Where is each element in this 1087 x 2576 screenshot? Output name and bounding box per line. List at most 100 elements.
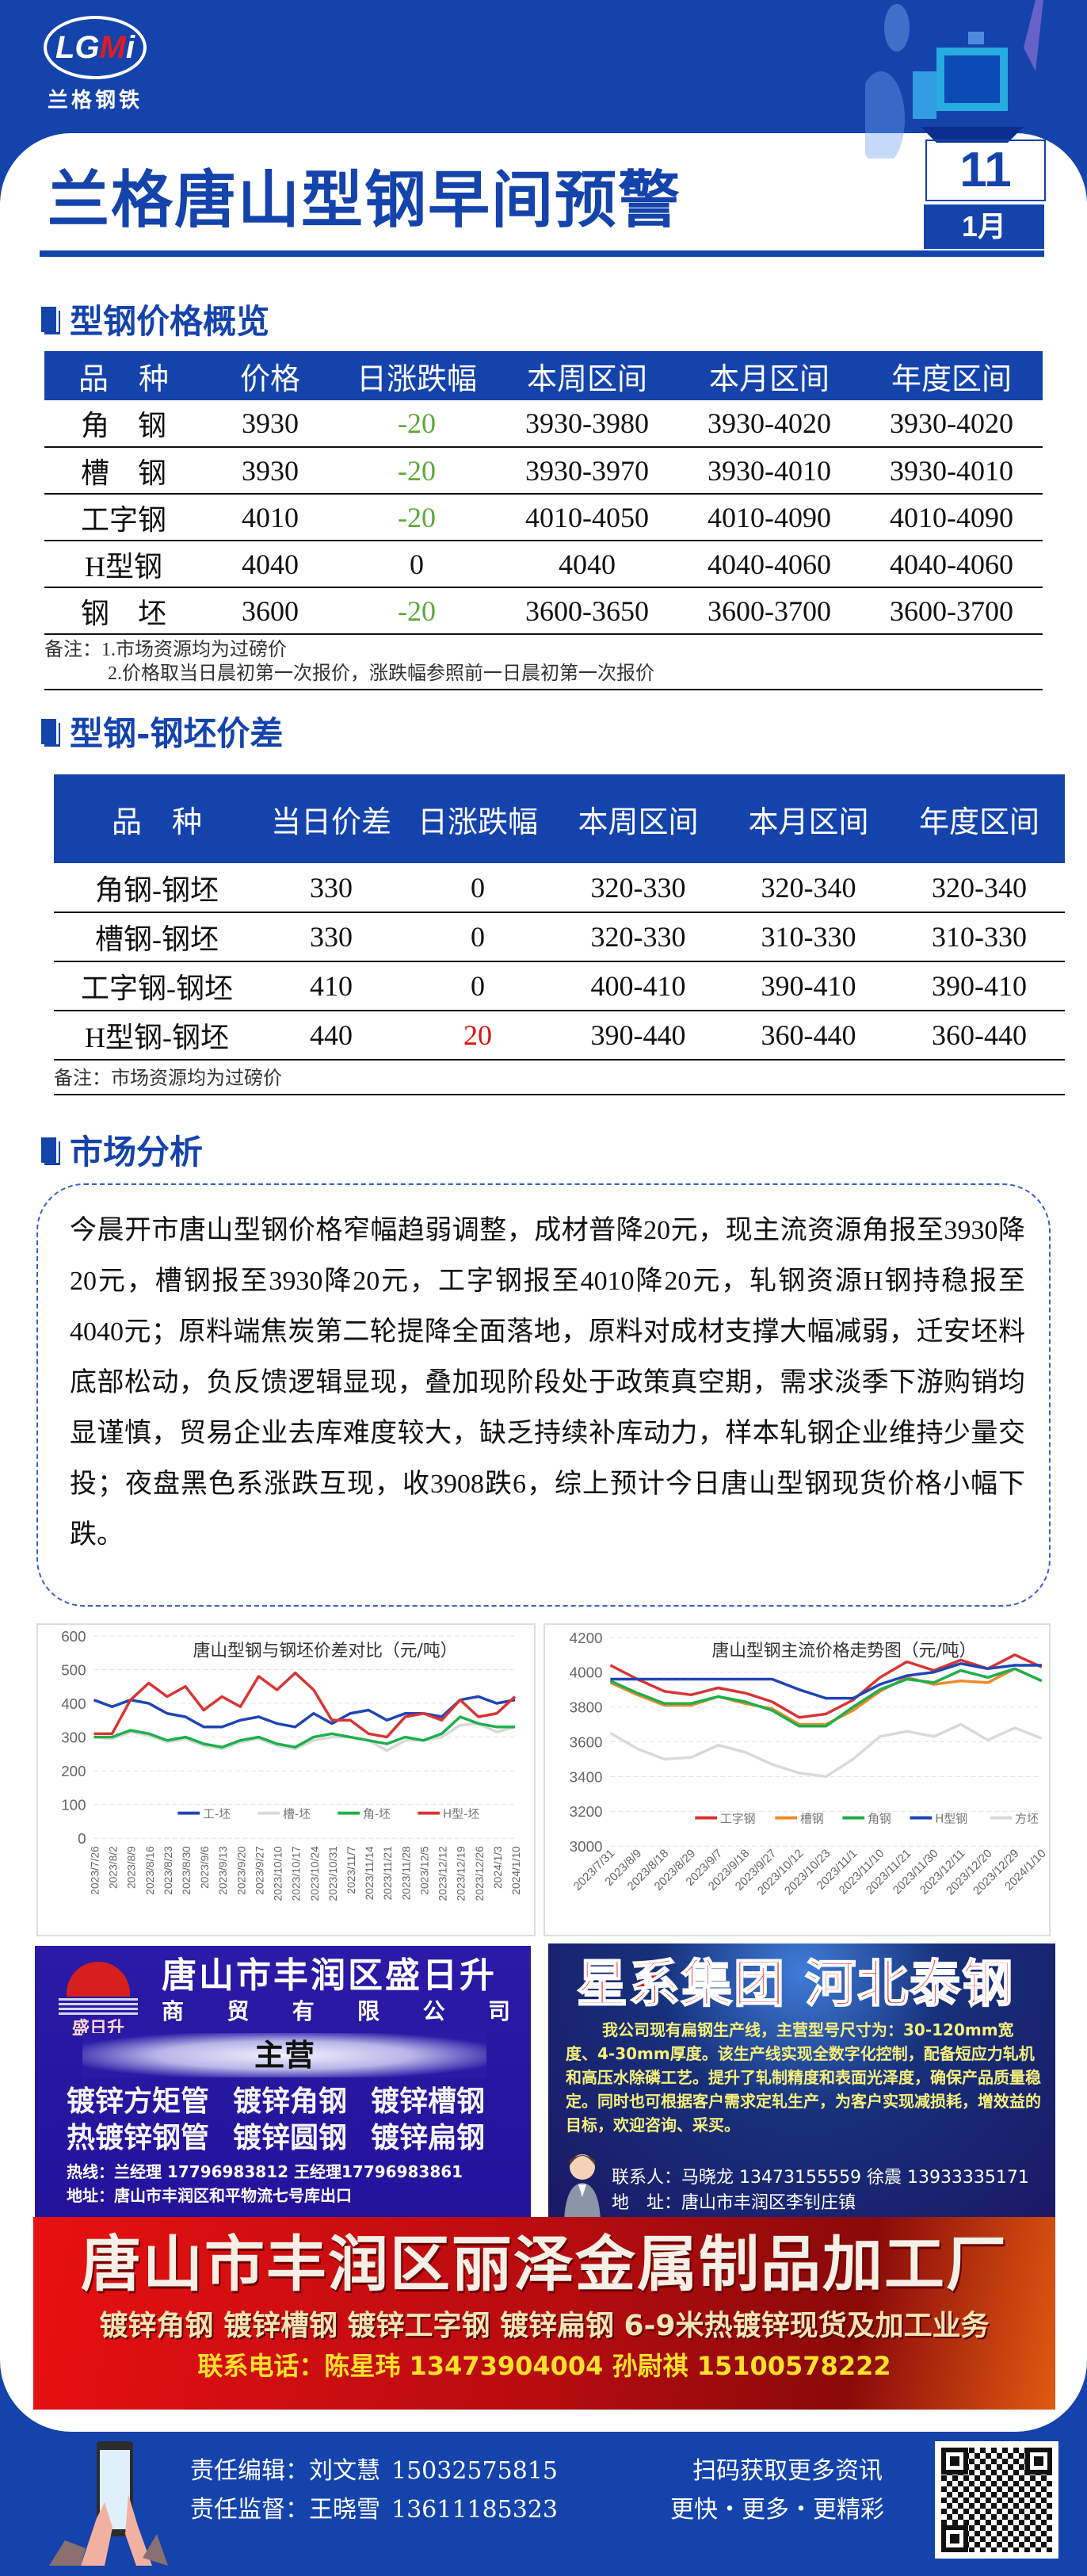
cell-name: 工字钢-钢坯 — [54, 961, 260, 1011]
cell-price: 3930 — [203, 447, 338, 495]
cell-spread: 330 — [260, 863, 402, 913]
cell-price: 3930 — [203, 400, 338, 448]
ad-xingxi-taigang[interactable]: 星系集团 河北泰钢 我公司现有扁钢生产线，主营型号尺寸为：30-120mm宽度、… — [548, 1943, 1055, 2221]
table-row: 工字钢 4010 -20 4010-4050 4010-4090 4010-4090 — [44, 494, 1043, 541]
series-line-2 — [93, 1715, 516, 1749]
product: 镀锌槽钢 — [371, 2085, 486, 2118]
product-row: 镀锌方矩管 镀锌角钢 镀锌槽钢 — [67, 2085, 485, 2119]
x-tick-label: 2024/1/10 — [509, 1846, 522, 1895]
cell-month: 390-410 — [723, 961, 894, 1011]
sub-char: 有 — [292, 1998, 315, 2024]
ad-address: 地 址：唐山市丰润区李钊庄镇 — [612, 2193, 856, 2213]
x-tick-label: 2023/12/19 — [455, 1846, 467, 1901]
product: 镀锌扁钢 — [371, 2122, 486, 2154]
logo-cn-text: 兰格钢铁 — [47, 89, 143, 113]
legend-label: 角钢 — [868, 1812, 891, 1825]
ad-company-sub: 商贸有限公司 — [162, 1998, 510, 2025]
section-heading-analysis: 市场分析 — [41, 1126, 203, 1174]
column-header: 年度区间 — [860, 351, 1043, 400]
ad-lize-metal[interactable]: 唐山市丰润区丽泽金属制品加工厂 镀锌角钢 镀锌槽钢 镀锌工字钢 镀锌扁钢 6-9… — [33, 2217, 1055, 2410]
note-line: 2.价格取当日晨初第一次报价，涨跌幅参照前一日晨初第一次报价 — [108, 663, 654, 684]
series-line-0 — [609, 1653, 1043, 1719]
table-row: H型钢-钢坯 440 20 390-440 360-440 360-440 — [54, 1011, 1065, 1061]
sun-icon — [67, 1962, 130, 1997]
slogan: 更快・更多・更精彩 — [670, 2496, 884, 2524]
sub-char: 限 — [357, 1998, 380, 2024]
y-tick-label: 300 — [61, 1729, 86, 1745]
spread-comparison-chart: 0 100 200 300 400 500 600 唐山型钢与钢坯价差对比（元/吨） 2023/… — [36, 1623, 536, 1936]
cell-name: H型钢-钢坯 — [54, 1011, 260, 1061]
series-line-4 — [609, 1722, 1043, 1779]
product: 热镀锌钢管 — [67, 2122, 210, 2154]
x-tick-label: 2023/8/2 — [107, 1846, 120, 1889]
date-day: 11 — [925, 140, 1046, 201]
shengrisheng-logo: 盛日升 — [59, 1957, 138, 2044]
chart-title: 唐山型钢与钢坯价差对比（元/吨） — [193, 1642, 458, 1661]
cell-week: 400-410 — [553, 961, 723, 1011]
cell-week: 4010-4050 — [496, 494, 678, 541]
y-tick-label: 200 — [61, 1763, 86, 1779]
cell-name: 槽 钢 — [44, 447, 203, 495]
customer-service-icon — [564, 2154, 601, 2221]
date-month: 1月 — [924, 204, 1044, 249]
series-line-2 — [609, 1667, 1043, 1728]
cell-year: 4040-4060 — [860, 541, 1043, 588]
x-tick-label: 2023/11/21 — [381, 1846, 394, 1901]
qr-finder — [941, 2525, 968, 2552]
cell-spread: 330 — [260, 912, 402, 962]
y-tick-label: 3000 — [570, 1838, 603, 1855]
column-header: 本月区间 — [723, 774, 894, 863]
chart-title: 唐山型钢主流价格走势图（元/吨） — [711, 1642, 976, 1661]
section-heading-price-overview: 型钢价格概览 — [41, 295, 269, 343]
cell-year: 390-410 — [894, 961, 1065, 1011]
x-tick-label: 2023/11/7 — [345, 1846, 357, 1894]
section-title: 型钢-钢坯价差 — [70, 714, 284, 753]
ad-headline: 唐山市丰润区丽泽金属制品加工厂 — [81, 2229, 1008, 2299]
x-tick-label: 2023/8/16 — [143, 1846, 156, 1895]
table-row: 钢 坯 3600 -20 3600-3650 3600-3700 3600-3700 — [44, 587, 1043, 635]
y-tick-label: 100 — [61, 1797, 86, 1814]
spread-table: 品 种 当日价差 日涨跌幅 本周区间 本月区间 年度区间 角钢-钢坯 330 0 32… — [54, 774, 1065, 1061]
series-line-1 — [609, 1667, 1043, 1726]
column-header: 价格 — [203, 351, 338, 400]
cell-price: 4010 — [203, 494, 338, 541]
cell-change: 0 — [402, 863, 553, 913]
y-tick-label: 3200 — [570, 1803, 603, 1820]
ad-products: 镀锌角钢 镀锌槽钢 镀锌工字钢 镀锌扁钢 6-9米热镀锌现货及加工业务 — [99, 2310, 990, 2342]
cell-change: 0 — [402, 961, 553, 1011]
cell-month: 3930-4010 — [678, 447, 860, 495]
cell-week: 320-330 — [553, 863, 723, 913]
x-tick-label: 2023/12/5 — [418, 1846, 430, 1895]
ad-shengrisheng[interactable]: 盛日升 唐山市丰润区盛日升 商 贸 有 限 公 司 主营 镀锌方矩管 镀锌角钢 镀锌槽钢 热镀… — [35, 1946, 531, 2219]
x-tick-label: 2023/9/6 — [198, 1846, 211, 1889]
x-tick-label: 2023/12/26 — [473, 1846, 486, 1901]
table-row: 工字钢-钢坯 410 0 400-410 390-410 390-410 — [54, 961, 1065, 1011]
price-trend-chart: 3000 3200 3400 3600 3800 4000 4200 唐山型钢主流价格走势图（… — [544, 1623, 1051, 1936]
cell-year: 310-330 — [894, 912, 1065, 962]
supervisor-phone: 13611185323 — [391, 2496, 558, 2524]
column-header: 年度区间 — [894, 774, 1065, 863]
qr-code[interactable] — [935, 2441, 1058, 2559]
cell-week: 3930-3970 — [496, 447, 678, 495]
product: 镀锌圆钢 — [233, 2122, 348, 2154]
ad-company-name: 唐山市丰润区盛日升 — [162, 1955, 497, 1996]
y-tick-label: 3800 — [570, 1699, 603, 1716]
table-row: 槽 钢 3930 -20 3930-3970 3930-4010 3930-4010 — [44, 447, 1043, 495]
legend-label: 槽-坯 — [283, 1808, 311, 1821]
cell-name: H型钢 — [44, 541, 203, 588]
cell-month: 4010-4090 — [678, 494, 860, 541]
column-header: 本周区间 — [496, 351, 678, 400]
x-tick-label: 2023/10/24 — [308, 1846, 321, 1901]
cell-name: 钢 坯 — [44, 587, 203, 635]
ad-headline: 星系集团 河北泰钢 — [576, 1955, 1015, 2015]
waves-icon — [59, 1998, 138, 2016]
cell-month: 360-440 — [723, 1011, 894, 1061]
cell-week: 3600-3650 — [496, 587, 678, 635]
section-marker-icon — [41, 718, 59, 744]
section-title: 型钢价格概览 — [70, 302, 270, 341]
x-tick-label: 2023/10/17 — [290, 1846, 303, 1901]
cell-year: 320-340 — [894, 863, 1065, 913]
cell-price: 3600 — [203, 587, 338, 635]
cell-month: 310-330 — [723, 912, 894, 962]
qr-finder — [1025, 2448, 1052, 2475]
